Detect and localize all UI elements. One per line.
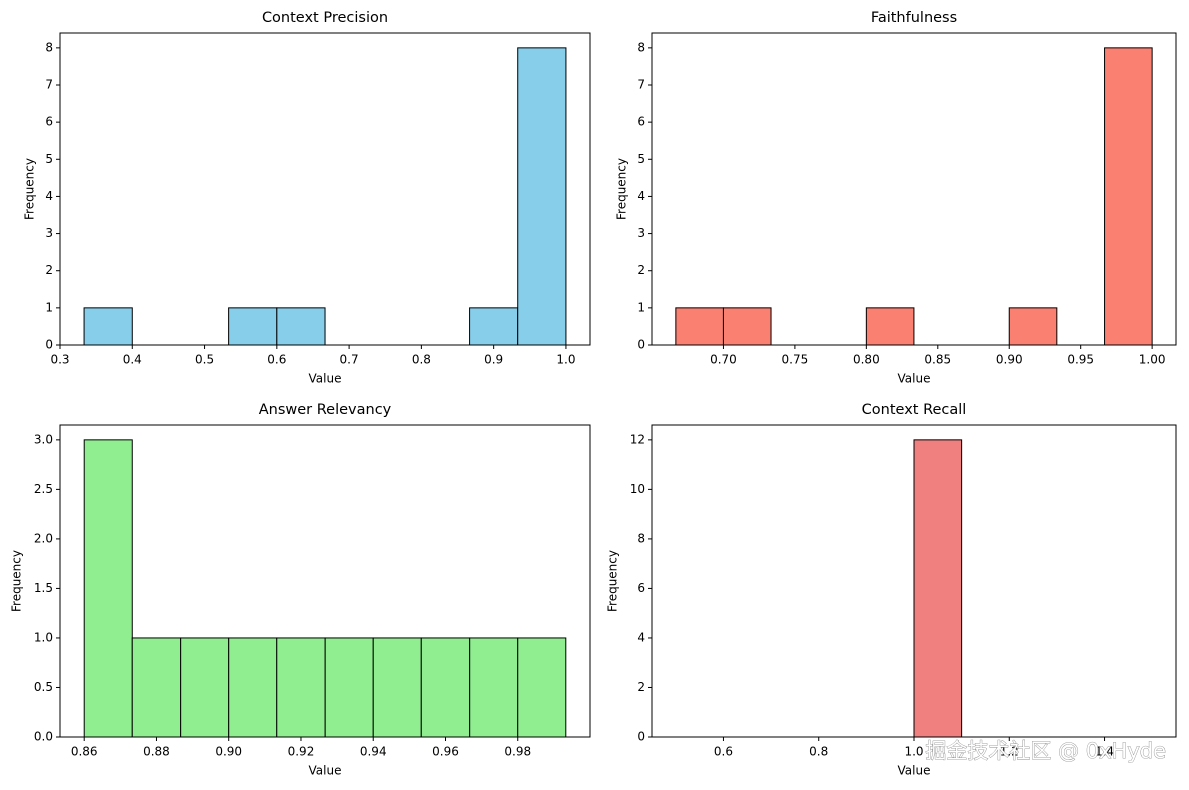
y-tick-label: 8 <box>637 531 645 545</box>
histogram-bar <box>722 307 772 346</box>
x-tick-label: 0.9 <box>484 353 503 367</box>
histogram-bar <box>228 307 278 346</box>
chart-title: Faithfulness <box>871 10 957 26</box>
y-tick-label: 3 <box>637 226 645 240</box>
y-tick-label: 3 <box>45 226 53 240</box>
axes-frame <box>59 32 591 346</box>
y-axis-label: Frequency <box>615 158 629 220</box>
y-tick-label: 6 <box>637 581 645 595</box>
x-tick-label: 0.95 <box>1067 353 1094 367</box>
y-tick-label: 0 <box>637 338 645 352</box>
histogram-bar <box>83 439 133 738</box>
histogram-bar <box>372 637 422 738</box>
y-tick-label: 6 <box>637 115 645 129</box>
y-tick-label: 2.0 <box>34 531 53 545</box>
y-tick-label: 7 <box>637 78 645 92</box>
y-tick-label: 5 <box>637 152 645 166</box>
histogram-bar <box>469 307 519 346</box>
y-tick-label: 10 <box>630 482 645 496</box>
histogram-bar <box>131 637 182 738</box>
x-tick-label: 0.88 <box>143 745 170 759</box>
y-tick-label: 8 <box>45 40 53 54</box>
x-tick-label: 0.8 <box>809 745 828 759</box>
x-tick-label: 0.86 <box>71 745 98 759</box>
y-tick-label: 4 <box>637 189 645 203</box>
x-tick-label: 1.00 <box>1139 353 1166 367</box>
y-tick-label: 3.0 <box>34 432 53 446</box>
y-tick-label: 12 <box>630 432 645 446</box>
y-tick-label: 0 <box>45 338 53 352</box>
y-tick-label: 1.0 <box>34 630 53 644</box>
x-axis-label: Value <box>309 372 342 386</box>
histogram-bar <box>1008 307 1058 346</box>
y-tick-label: 0 <box>637 730 645 744</box>
chart-title: Context Recall <box>862 402 967 418</box>
y-tick-label: 5 <box>45 152 53 166</box>
y-axis-label: Frequency <box>606 550 620 612</box>
y-tick-label: 4 <box>637 630 645 644</box>
y-tick-label: 8 <box>637 40 645 54</box>
histogram-bar <box>517 637 567 738</box>
histogram-bar <box>228 637 278 738</box>
y-tick-label: 6 <box>45 115 53 129</box>
histogram-bar <box>83 307 133 346</box>
y-tick-label: 2.5 <box>34 482 53 496</box>
histogram-bar <box>180 637 230 738</box>
histogram-bar <box>276 307 326 346</box>
x-tick-label: 0.70 <box>710 353 737 367</box>
watermark: 掘金技术社区 @ 0xHyde <box>925 739 1166 763</box>
x-tick-label: 0.3 <box>50 353 69 367</box>
x-tick-label: 0.5 <box>195 353 214 367</box>
x-axis-label: Value <box>898 372 931 386</box>
y-axis-label: Frequency <box>10 550 24 612</box>
x-tick-label: 0.8 <box>412 353 431 367</box>
x-tick-label: 1.4 <box>1095 745 1114 759</box>
y-axis-label: Frequency <box>23 158 37 220</box>
histogram-bar <box>469 637 519 738</box>
axes-frame <box>651 32 1177 346</box>
histogram-bar <box>276 637 326 738</box>
histogram-bar <box>517 47 567 346</box>
x-tick-label: 0.4 <box>123 353 142 367</box>
y-tick-label: 4 <box>45 189 53 203</box>
x-tick-label: 0.75 <box>782 353 809 367</box>
x-tick-label: 0.90 <box>996 353 1023 367</box>
x-tick-label: 1.2 <box>1000 745 1019 759</box>
y-tick-label: 2 <box>637 680 645 694</box>
chart-title: Answer Relevancy <box>259 402 392 418</box>
histogram-bar <box>675 307 724 346</box>
x-tick-label: 0.7 <box>340 353 359 367</box>
x-axis-label: Value <box>309 764 342 778</box>
x-tick-label: 0.98 <box>504 745 531 759</box>
y-tick-label: 0.0 <box>34 730 53 744</box>
y-tick-label: 1 <box>637 300 645 314</box>
x-tick-label: 1.0 <box>556 353 575 367</box>
x-tick-label: 0.92 <box>288 745 315 759</box>
y-tick-label: 2 <box>45 263 53 277</box>
x-tick-label: 0.80 <box>853 353 880 367</box>
histogram-bar <box>1104 47 1153 346</box>
x-axis-label: Value <box>898 764 931 778</box>
y-tick-label: 2 <box>637 263 645 277</box>
histogram-bar <box>913 439 963 738</box>
x-tick-label: 0.6 <box>267 353 286 367</box>
x-tick-label: 0.90 <box>215 745 242 759</box>
histogram-bar <box>324 637 374 738</box>
y-tick-label: 1 <box>45 300 53 314</box>
x-tick-label: 0.85 <box>924 353 951 367</box>
x-tick-label: 0.96 <box>432 745 459 759</box>
x-tick-label: 0.6 <box>714 745 733 759</box>
y-tick-label: 7 <box>45 78 53 92</box>
x-tick-label: 1.0 <box>904 745 923 759</box>
histogram-bar <box>865 307 915 346</box>
histogram-bar <box>420 637 471 738</box>
x-tick-label: 0.94 <box>360 745 387 759</box>
y-tick-label: 0.5 <box>34 680 53 694</box>
axes-frame <box>59 424 591 738</box>
chart-title: Context Precision <box>262 10 388 26</box>
y-tick-label: 1.5 <box>34 581 53 595</box>
